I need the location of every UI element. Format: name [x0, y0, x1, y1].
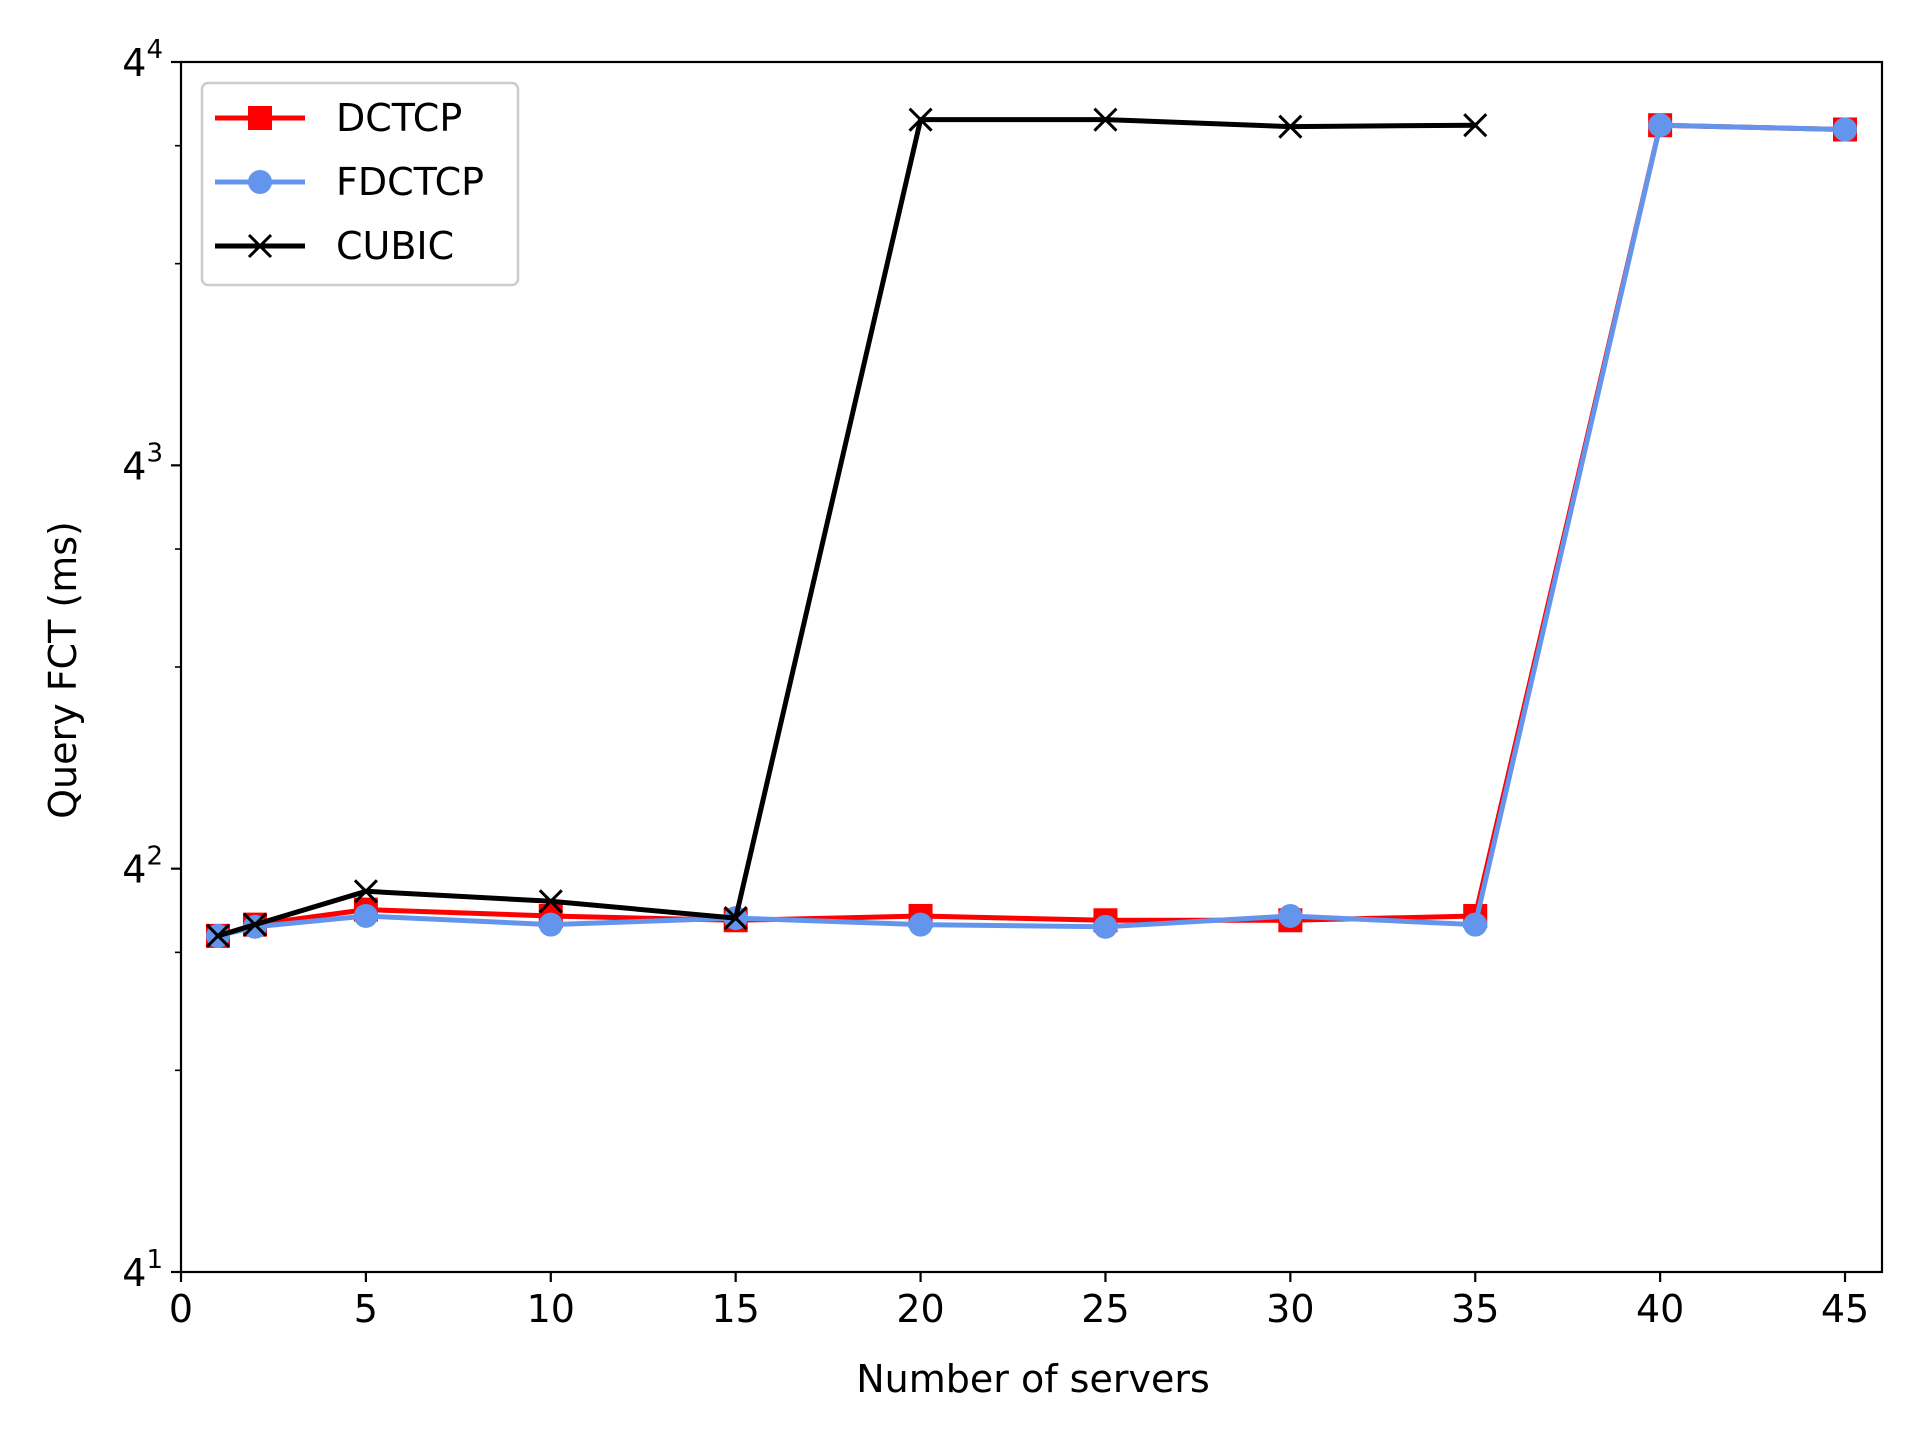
- data-point-cubic: [242, 912, 268, 937]
- ticks-layer: 0 5 10 15 20 25 30 35 40 45 41 42 43 44: [122, 35, 1869, 1331]
- data-point-fdctcp: [1093, 914, 1118, 939]
- legend-item-dctcp: DCTCP: [215, 96, 462, 140]
- data-point-cubic: [353, 879, 378, 904]
- y-tick-label: 43: [122, 438, 163, 488]
- data-point-fdctcp: [353, 903, 378, 928]
- y-tick-label: 41: [122, 1245, 163, 1295]
- x-tick-label: 10: [527, 1287, 575, 1331]
- x-tick-label: 25: [1081, 1287, 1129, 1331]
- data-point-cubic: [908, 107, 933, 132]
- series-layer: [205, 107, 1858, 948]
- x-tick-label: 5: [354, 1287, 378, 1331]
- data-point-cubic: [1278, 114, 1303, 139]
- x-tick-label: 35: [1451, 1287, 1499, 1331]
- x-tick-label: 0: [169, 1287, 193, 1331]
- data-point-fdctcp: [1463, 912, 1488, 937]
- y-axis-label: Query FCT (ms): [41, 521, 85, 819]
- data-point-cubic: [538, 889, 563, 914]
- x-tick-label: 40: [1636, 1287, 1684, 1331]
- legend: DCTCP FDCTCP CUBIC: [200, 81, 520, 287]
- y-tick-label: 42: [122, 842, 163, 892]
- data-point-fdctcp: [1278, 903, 1303, 928]
- data-point-cubic: [1463, 113, 1488, 138]
- legend-marker-dctcp: [248, 106, 272, 130]
- x-tick-label: 30: [1266, 1287, 1314, 1331]
- legend-marker-cubic: [247, 233, 273, 259]
- series-cubic: [205, 107, 1488, 948]
- data-point-cubic: [1093, 107, 1118, 132]
- x-tick-label: 20: [896, 1287, 944, 1331]
- data-point-fdctcp: [908, 912, 933, 937]
- legend-label-cubic: CUBIC: [336, 224, 454, 268]
- x-tick-label: 45: [1821, 1287, 1869, 1331]
- legend-label-fdctcp: FDCTCP: [336, 160, 484, 204]
- data-point-fdctcp: [538, 912, 563, 937]
- data-point-fdctcp: [1648, 113, 1673, 138]
- legend-label-dctcp: DCTCP: [336, 96, 462, 140]
- data-point-cubic: [723, 906, 748, 931]
- x-axis-label: Number of servers: [856, 1357, 1210, 1401]
- y-tick-label: 44: [122, 35, 163, 85]
- x-tick-label: 15: [711, 1287, 759, 1331]
- legend-item-cubic: CUBIC: [215, 224, 454, 268]
- data-point-fdctcp: [1833, 117, 1858, 142]
- legend-item-fdctcp: FDCTCP: [215, 160, 484, 204]
- legend-frame: [200, 81, 520, 287]
- legend-marker-fdctcp: [248, 170, 272, 194]
- data-point-cubic: [205, 923, 231, 948]
